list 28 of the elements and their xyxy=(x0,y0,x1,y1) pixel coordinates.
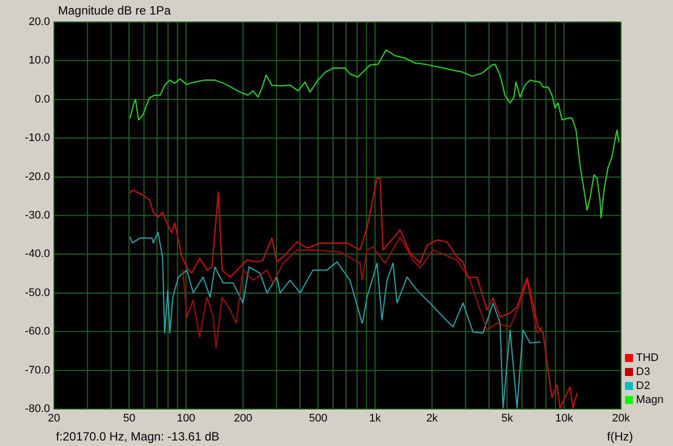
x-tick-label: 2k xyxy=(426,412,438,425)
x-tick-label: 10k xyxy=(555,412,574,425)
y-tick-label: 10.0 xyxy=(28,54,50,67)
x-tick-label: 1k xyxy=(369,412,382,425)
legend-label: D3 xyxy=(636,366,650,378)
chart-title: Magnitude dB re 1Pa xyxy=(58,3,172,18)
y-tick-label: 20.0 xyxy=(28,16,50,28)
y-tick-label: -60.0 xyxy=(24,326,50,338)
y-tick-label: 0.0 xyxy=(34,93,50,106)
x-axis-title: f(Hz) xyxy=(607,429,633,444)
y-tick-label: -70.0 xyxy=(24,364,50,376)
y-tick-label: -30.0 xyxy=(24,210,50,222)
x-tick-label: 200 xyxy=(234,412,252,425)
y-tick-label: -40.0 xyxy=(24,248,50,260)
x-tick-label: 20k xyxy=(612,412,630,425)
legend-label: D2 xyxy=(636,380,650,392)
x-tick-label: 500 xyxy=(309,412,328,425)
y-tick-label: -50.0 xyxy=(24,286,50,299)
legend-label: THD xyxy=(636,352,659,364)
y-tick-label: -10.0 xyxy=(24,132,50,144)
x-tick-label: 100 xyxy=(176,412,196,425)
x-tick-label: 50 xyxy=(123,412,136,425)
y-tick-label: -20.0 xyxy=(24,170,50,183)
legend-label: Magn xyxy=(636,394,664,406)
x-tick-label: 5k xyxy=(501,412,514,425)
y-tick-label: -80.0 xyxy=(24,403,50,416)
text: f:20170.0 Hz, Magn: -13.61 dB xyxy=(56,429,220,444)
x-tick-label: 20 xyxy=(48,412,60,425)
